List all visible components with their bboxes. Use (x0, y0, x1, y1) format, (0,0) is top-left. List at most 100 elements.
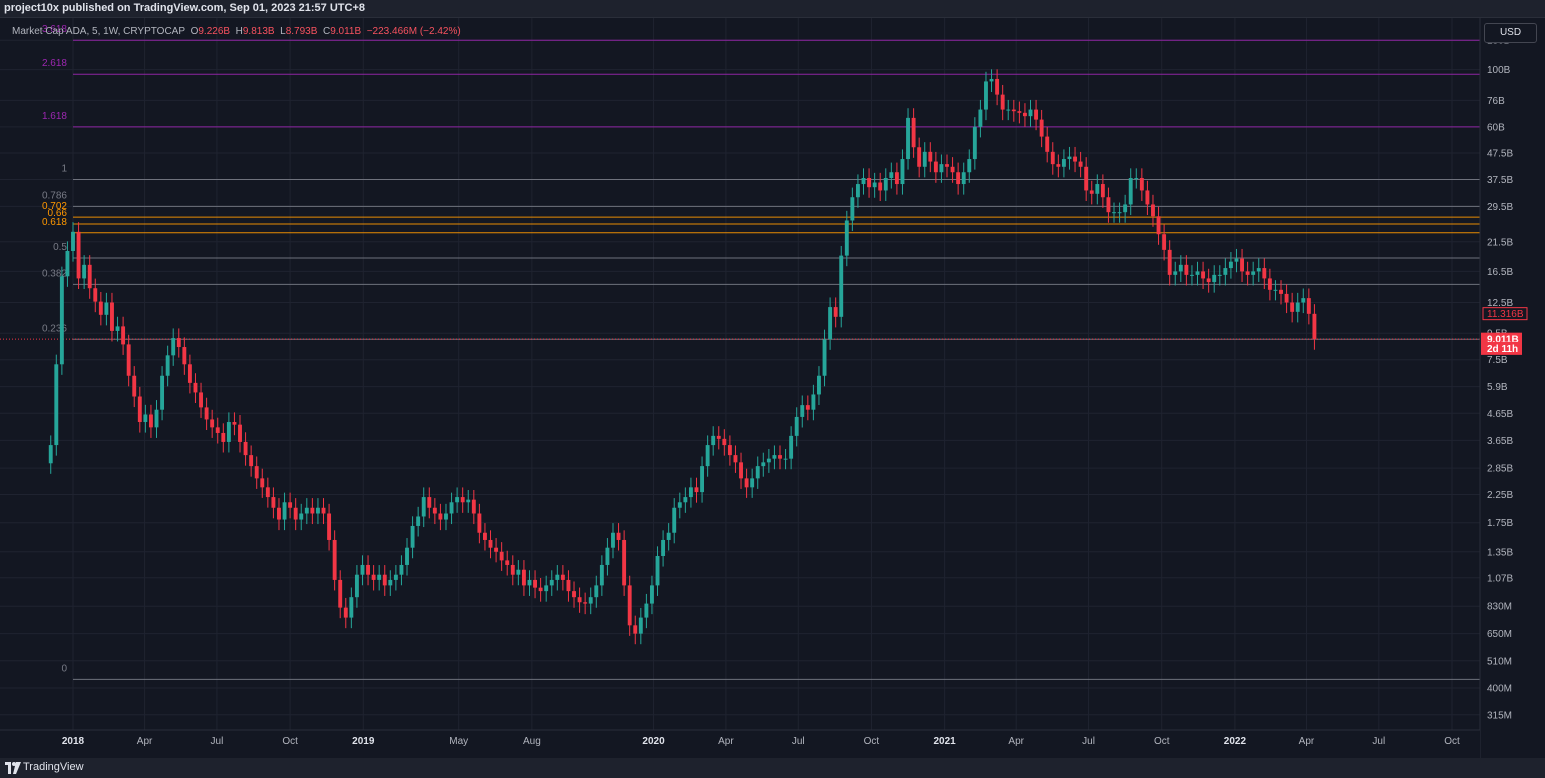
candle-body-110 (661, 539, 666, 556)
time-tick-0: 2018 (62, 736, 85, 747)
time-tick-11: 2021 (933, 736, 956, 747)
candle-body-196 (1139, 177, 1144, 191)
price-label-2: 2d 11h (1487, 344, 1518, 355)
candle-body-143 (844, 220, 849, 256)
candle-body-205 (1189, 274, 1194, 276)
candle-body-22 (171, 338, 176, 356)
candle-body-137 (811, 394, 816, 410)
legend-close-label: C (322, 26, 331, 37)
candle-body-82 (505, 560, 510, 565)
footer-brand: TradingView (23, 761, 84, 773)
candle-body-71 (444, 513, 448, 520)
candle-body-115 (688, 487, 693, 498)
candle-body-59 (377, 574, 382, 580)
candle-body-178 (1039, 119, 1044, 137)
candle-body-58 (371, 574, 376, 580)
fib-label-4: 0.786 (42, 190, 67, 201)
candle-body-123 (733, 455, 738, 463)
candle-body-130 (772, 455, 777, 459)
price-tick-24: 315M (1487, 710, 1512, 721)
candle-body-74 (460, 497, 465, 503)
candle-body-91 (555, 574, 560, 580)
candle-body-51 (332, 539, 337, 580)
candle-body-124 (739, 462, 743, 479)
candle-body-167 (978, 109, 983, 127)
candle-body-88 (538, 587, 543, 592)
candle-body-158 (928, 151, 933, 162)
candle-body-155 (911, 117, 916, 148)
candle-body-181 (1056, 164, 1061, 167)
price-label-box-0 (1482, 307, 1528, 321)
candle-body-45 (299, 513, 304, 520)
candle-body-207 (1201, 271, 1206, 279)
candle-body-33 (232, 422, 237, 425)
candle-body-99 (599, 564, 604, 586)
candle-body-97 (588, 597, 593, 604)
candle-body-117 (700, 466, 705, 493)
candle-body-145 (855, 184, 860, 198)
fib-label-0: 3.618 (42, 24, 67, 35)
legend-open-label: O (190, 26, 199, 37)
chart-area[interactable]: 3.618 2.618 1.618 1 0.786 0.702 0.66 0.618 0.5 0.… (0, 18, 1545, 758)
candle-body-136 (805, 405, 810, 410)
candle-body-94 (572, 591, 576, 598)
candle-body-38 (260, 478, 265, 488)
candle-body-21 (165, 355, 170, 376)
time-tick-18: Oct (1444, 736, 1460, 747)
fib-label-11: 0 (61, 663, 67, 674)
candle-body-148 (872, 182, 877, 188)
candle-body-179 (1045, 136, 1050, 152)
symbol-legend: Market Cap ADA, 5, 1W, CRYPTOCAP O9.226B… (12, 26, 461, 37)
candle-body-100 (605, 547, 610, 565)
candle-body-48 (315, 507, 320, 514)
candle-body-154 (906, 117, 910, 160)
candle-body-54 (349, 597, 354, 618)
candle-body-19 (154, 409, 159, 428)
candle-body-218 (1262, 268, 1267, 279)
price-tick-18: 1.35B (1487, 547, 1513, 558)
price-tick-22: 510M (1487, 656, 1512, 667)
candle-body-29 (210, 419, 215, 428)
candle-body-161 (945, 164, 949, 167)
currency-button[interactable]: USD (1484, 23, 1537, 43)
candle-body-32 (226, 422, 231, 442)
candle-body-118 (705, 445, 710, 467)
candle-body-53 (343, 607, 348, 618)
candle-body-171 (1000, 94, 1005, 110)
candle-body-221 (1279, 289, 1283, 294)
candle-body-20 (160, 375, 165, 410)
time-tick-7: 2020 (642, 736, 665, 747)
candle-body-24 (182, 347, 187, 365)
time-tick-3: Oct (282, 736, 298, 747)
candle-body-41 (277, 507, 281, 520)
candle-body-135 (800, 405, 805, 417)
price-tick-4: 47.5B (1487, 149, 1513, 160)
time-tick-13: Jul (1082, 736, 1095, 747)
candle-body-89 (544, 585, 549, 592)
candle-body-79 (488, 539, 493, 548)
candle-body-187 (1089, 190, 1094, 194)
candle-body-3 (65, 251, 70, 277)
candle-body-18 (148, 414, 153, 428)
candle-body-84 (516, 569, 521, 575)
fib-label-7: 0.618 (42, 217, 67, 228)
candle-body-106 (638, 617, 643, 634)
candle-body-61 (388, 579, 393, 586)
candle-body-55 (354, 574, 359, 598)
legend-open-value: 9.226B (198, 26, 231, 37)
price-tick-19: 1.07B (1487, 573, 1513, 584)
price-tick-11: 7.5B (1487, 355, 1508, 366)
candle-body-101 (611, 532, 615, 548)
price-tick-5: 37.5B (1487, 175, 1513, 186)
candle-body-66 (416, 516, 421, 526)
candle-body-96 (583, 602, 588, 604)
candle-body-168 (984, 81, 988, 110)
candle-body-208 (1206, 278, 1211, 283)
price-tick-12: 5.9B (1487, 382, 1508, 393)
candle-body-64 (405, 547, 409, 565)
candle-body-223 (1290, 302, 1295, 312)
candle-body-49 (321, 507, 326, 514)
candle-body-183 (1067, 156, 1072, 160)
candle-body-13 (121, 326, 126, 345)
